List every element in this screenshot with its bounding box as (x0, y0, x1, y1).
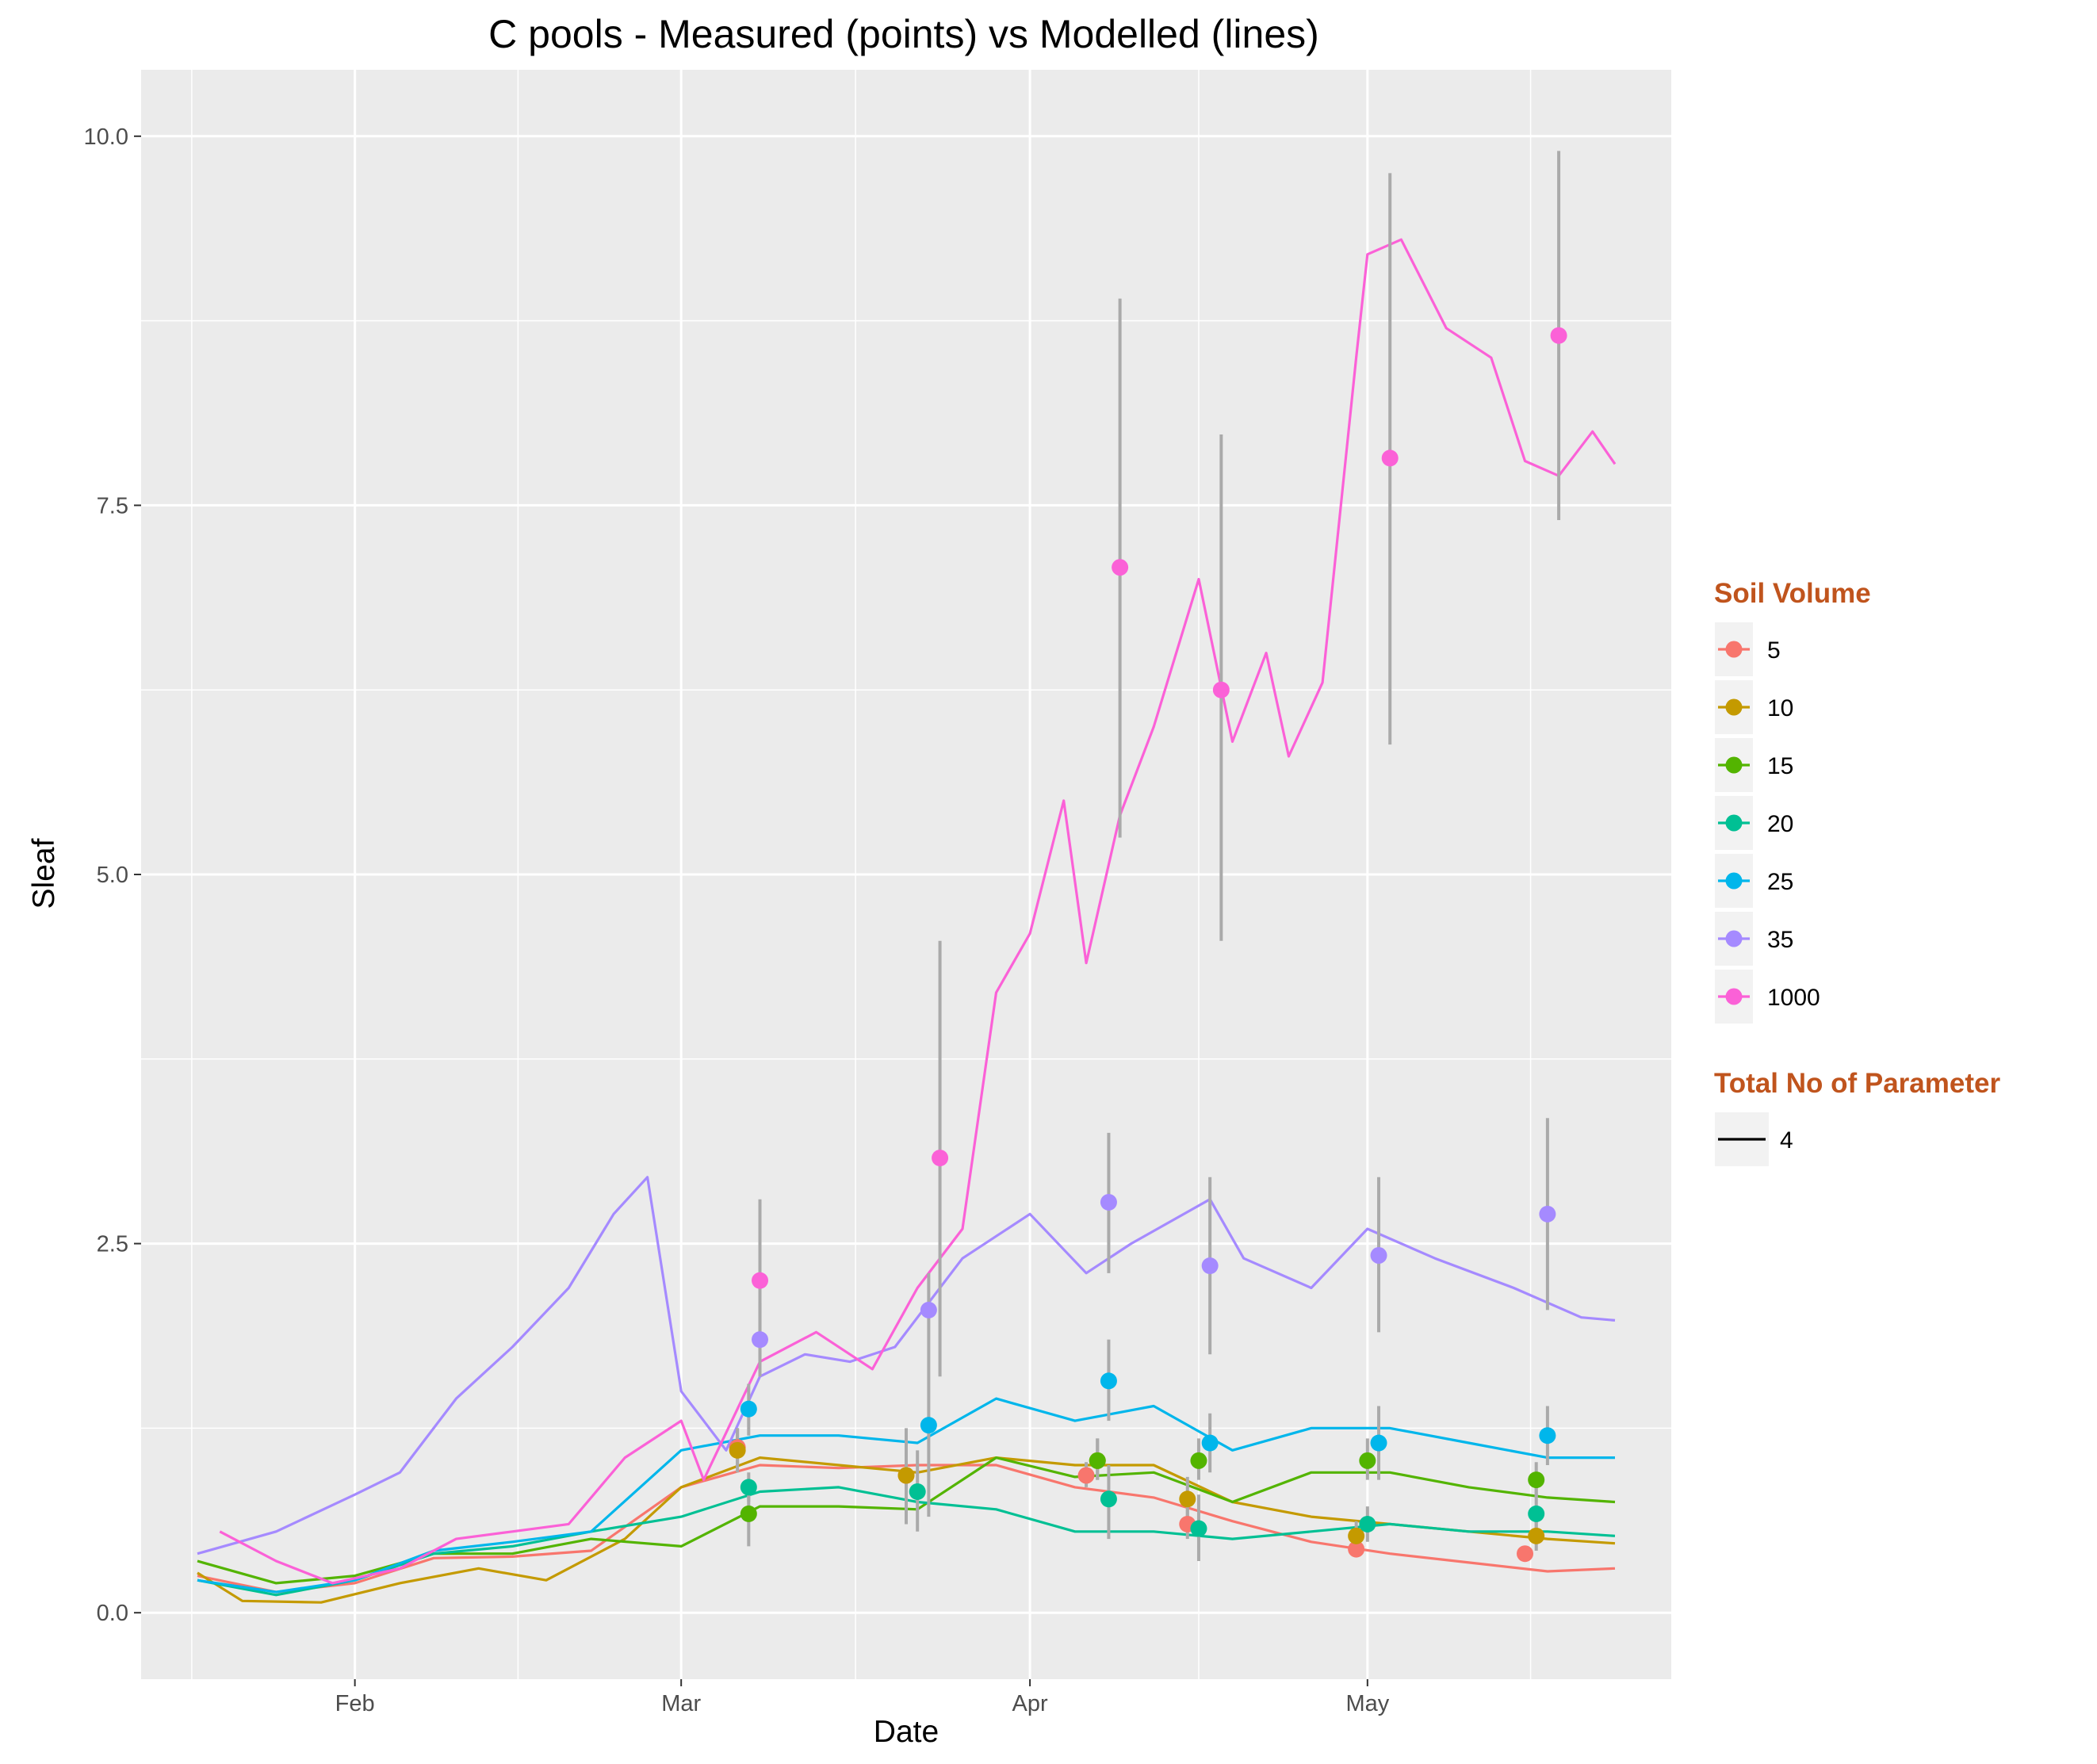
legend-key-point (1725, 930, 1743, 947)
data-point-5 (1517, 1545, 1534, 1563)
data-point-20 (1359, 1515, 1376, 1532)
data-point-20 (1100, 1490, 1117, 1508)
data-point-5 (1077, 1467, 1095, 1484)
series-line-1000 (219, 238, 1617, 1585)
data-point-1000 (1112, 559, 1129, 576)
legend-label: 15 (1767, 753, 1793, 779)
x-axis-title: Date (874, 1715, 939, 1749)
legend-item: 1000 (1715, 970, 1820, 1024)
legend-label: 20 (1767, 811, 1793, 837)
y-tick-label: 2.5 (97, 1232, 128, 1257)
data-point-20 (909, 1483, 926, 1500)
legend-key-point (1725, 814, 1743, 832)
major-gridlines (141, 70, 1671, 1679)
data-point-35 (1539, 1205, 1556, 1223)
legend-color-entries: 5 10 15 20 25 35 1000 (1715, 622, 1820, 1024)
y-tick-label: 7.5 (97, 493, 128, 518)
y-tick-label: 0.0 (97, 1601, 128, 1626)
data-point-15 (740, 1505, 757, 1522)
data-point-1000 (752, 1272, 769, 1289)
y-tick-label: 10.0 (84, 124, 128, 150)
data-point-10 (1179, 1490, 1196, 1508)
y-tick-label: 5.0 (97, 863, 128, 888)
data-point-10 (897, 1467, 915, 1484)
y-axis: 0.0 2.5 5.0 7.5 10.0 (84, 124, 141, 1626)
legend-label: 10 (1767, 695, 1793, 721)
data-point-20 (1190, 1520, 1207, 1537)
legend-label: 35 (1767, 927, 1793, 953)
data-point-1000 (1212, 681, 1230, 698)
legend-key-point (1725, 756, 1743, 774)
legend-label: 5 (1767, 637, 1781, 664)
legend-key-point (1725, 872, 1743, 890)
data-point-15 (1089, 1452, 1106, 1469)
data-point-10 (1348, 1527, 1365, 1544)
data-point-35 (1201, 1257, 1219, 1275)
data-point-35 (752, 1331, 769, 1349)
legend-label: 25 (1767, 869, 1793, 895)
y-axis-title: Sleaf (27, 838, 61, 909)
legend-key-point (1725, 641, 1743, 658)
data-point-35 (920, 1301, 937, 1318)
legend-label: 4 (1780, 1127, 1793, 1154)
legend-key-point (1725, 698, 1743, 716)
data-point-1000 (932, 1150, 949, 1167)
data-point-15 (1528, 1471, 1545, 1489)
legend: Soil Volume 5 10 15 20 25 35 1000 Total No of … (1714, 578, 2000, 1166)
data-point-1000 (1550, 327, 1567, 344)
legend-item: 5 (1715, 622, 1781, 676)
measured-points (729, 327, 1567, 1563)
data-point-20 (740, 1479, 757, 1496)
legend-label: 1000 (1767, 985, 1820, 1011)
data-point-25 (920, 1417, 937, 1434)
data-point-25 (1370, 1434, 1387, 1452)
data-point-10 (729, 1441, 746, 1459)
series-line-35 (197, 1176, 1616, 1555)
x-tick-label: Mar (661, 1691, 701, 1716)
legend-item: 25 (1715, 854, 1793, 908)
data-point-25 (1100, 1372, 1117, 1390)
data-point-20 (1528, 1505, 1545, 1522)
data-point-15 (1190, 1452, 1207, 1469)
series-line-10 (197, 1456, 1616, 1604)
legend-item: 20 (1715, 796, 1793, 850)
legend-key-point (1725, 988, 1743, 1005)
x-tick-label: May (1345, 1691, 1389, 1716)
data-point-10 (1528, 1527, 1545, 1544)
legend-linetype-entries: 4 (1715, 1112, 1793, 1166)
legend-item: 35 (1715, 912, 1793, 966)
data-point-5 (1348, 1540, 1365, 1558)
data-point-15 (1359, 1452, 1376, 1469)
legend-item: 10 (1715, 680, 1793, 734)
x-tick-label: Feb (335, 1691, 375, 1716)
legend-linetype-item: 4 (1715, 1112, 1793, 1166)
legend-title-parameters: Total No of Parameter (1714, 1068, 2000, 1099)
legend-item: 15 (1715, 738, 1793, 792)
data-point-25 (1539, 1427, 1556, 1444)
chart-title: C pools - Measured (points) vs Modelled … (488, 12, 1319, 56)
data-point-25 (1201, 1434, 1219, 1452)
data-point-35 (1370, 1246, 1387, 1264)
legend-title-soil-volume: Soil Volume (1714, 578, 1871, 609)
data-point-35 (1100, 1193, 1117, 1211)
data-point-25 (740, 1400, 757, 1418)
data-point-1000 (1381, 450, 1399, 467)
x-axis: Feb Mar Apr May (335, 1679, 1390, 1716)
x-tick-label: Apr (1012, 1691, 1048, 1716)
